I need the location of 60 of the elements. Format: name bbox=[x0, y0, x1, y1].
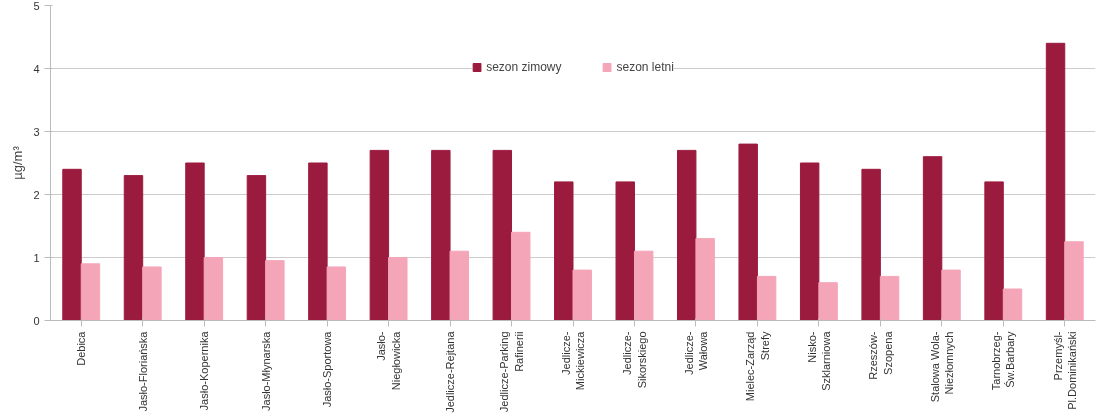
y-tick-label: 0 bbox=[33, 314, 40, 327]
bar bbox=[879, 275, 900, 321]
bar bbox=[633, 250, 654, 321]
bar bbox=[818, 282, 838, 321]
y-tick-label: 3 bbox=[33, 125, 40, 138]
y-tick-label: 5 bbox=[33, 0, 40, 12]
bar bbox=[756, 275, 777, 321]
bar bbox=[695, 238, 715, 321]
bar bbox=[1002, 288, 1023, 321]
bar bbox=[1064, 241, 1084, 321]
bar bbox=[388, 257, 408, 321]
x-tick-label: Jedlicze-Parking Rafinerii bbox=[498, 331, 525, 413]
x-tick-label: Jedlicze- Sikorskiego bbox=[621, 331, 648, 389]
bar bbox=[80, 263, 101, 321]
x-tick-label: Nisko- Szklarniowa bbox=[805, 330, 833, 391]
bar bbox=[615, 181, 635, 321]
bar bbox=[431, 149, 451, 321]
bar bbox=[326, 266, 347, 321]
x-tick-label: Jasło-Kopernika bbox=[198, 330, 211, 411]
bar bbox=[62, 168, 82, 321]
x-tick-label: Jedlicze-Rejtana bbox=[444, 330, 457, 413]
x-tick-label: Jasło-Młynarska bbox=[259, 330, 272, 411]
x-tick-label: Mielec-Zarząd Strefy bbox=[744, 331, 771, 402]
x-tick-label: Tarnobrzeg- Św.Barbary bbox=[990, 331, 1017, 391]
y-tick-label: 2 bbox=[33, 188, 40, 201]
x-tick-label: Rzeszów- Szopena bbox=[867, 330, 894, 380]
x-tick-label: Stalowa Wola- Niezłomnych bbox=[928, 331, 956, 403]
bar bbox=[308, 162, 328, 321]
bar bbox=[554, 181, 574, 321]
bar bbox=[369, 149, 390, 321]
bar bbox=[861, 168, 881, 321]
bar bbox=[203, 257, 224, 321]
bar bbox=[449, 250, 469, 321]
x-tick-label: Jasło-Sportowa bbox=[321, 330, 334, 408]
y-tick-label: 4 bbox=[33, 62, 40, 75]
bar bbox=[922, 156, 943, 321]
bar bbox=[185, 162, 205, 321]
bar bbox=[142, 266, 162, 321]
bar bbox=[492, 149, 513, 321]
bar bbox=[123, 175, 144, 321]
bar bbox=[984, 181, 1004, 321]
bar bbox=[1045, 42, 1066, 321]
y-axis-title: µg/m³ bbox=[10, 145, 26, 180]
legend-label: sezon zimowy bbox=[486, 60, 562, 74]
x-tick-label: Jasło-Floriańska bbox=[136, 330, 149, 412]
bar bbox=[246, 175, 267, 321]
bar bbox=[941, 269, 961, 321]
bar bbox=[572, 269, 592, 321]
bar bbox=[738, 143, 758, 321]
legend-label: sezon letni bbox=[616, 60, 674, 74]
bar bbox=[511, 231, 531, 321]
x-tick-label: Przemyśl- Pl.Dominikański bbox=[1051, 331, 1078, 410]
bar bbox=[677, 149, 697, 321]
x-tick-label: Jasło- Niegłowicka bbox=[375, 330, 402, 391]
x-tick-label: Debica bbox=[75, 330, 88, 366]
bar bbox=[265, 260, 285, 321]
bar bbox=[799, 162, 820, 321]
x-tick-label: Jedlicze- Wałowa bbox=[682, 330, 710, 375]
y-tick-label: 1 bbox=[33, 251, 40, 264]
x-tick-label: Jedlicze- Mickiewicza bbox=[559, 330, 587, 391]
